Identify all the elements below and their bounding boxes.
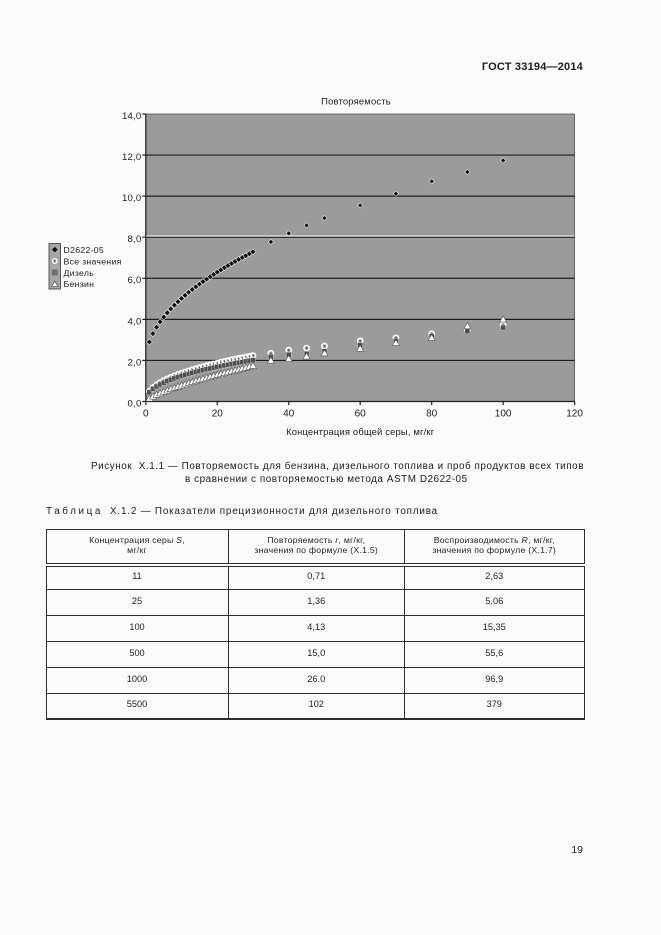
svg-text:Бензин: Бензин <box>64 279 95 289</box>
svg-text:Повторяемость: Повторяемость <box>321 96 391 107</box>
svg-text:20: 20 <box>212 409 224 420</box>
svg-text:80: 80 <box>426 409 438 420</box>
svg-text:4,0: 4,0 <box>128 316 142 327</box>
svg-text:40: 40 <box>283 409 295 420</box>
svg-text:Все значения: Все значения <box>64 256 122 266</box>
svg-text:Дизель: Дизель <box>64 268 95 278</box>
svg-text:6,0: 6,0 <box>128 275 142 286</box>
svg-text:10,0: 10,0 <box>122 193 142 204</box>
svg-text:0: 0 <box>143 409 149 420</box>
svg-text:D2622-05: D2622-05 <box>64 245 105 255</box>
svg-text:14,0: 14,0 <box>122 111 142 122</box>
svg-text:8,0: 8,0 <box>128 234 142 245</box>
svg-text:100: 100 <box>495 409 512 420</box>
svg-text:12,0: 12,0 <box>122 152 142 163</box>
svg-text:120: 120 <box>566 409 583 420</box>
svg-text:2,0: 2,0 <box>128 357 142 368</box>
svg-text:0,0: 0,0 <box>128 398 142 409</box>
svg-text:Концентрация общей серы, мг/кг: Концентрация общей серы, мг/кг <box>286 426 435 437</box>
svg-text:60: 60 <box>355 409 367 420</box>
